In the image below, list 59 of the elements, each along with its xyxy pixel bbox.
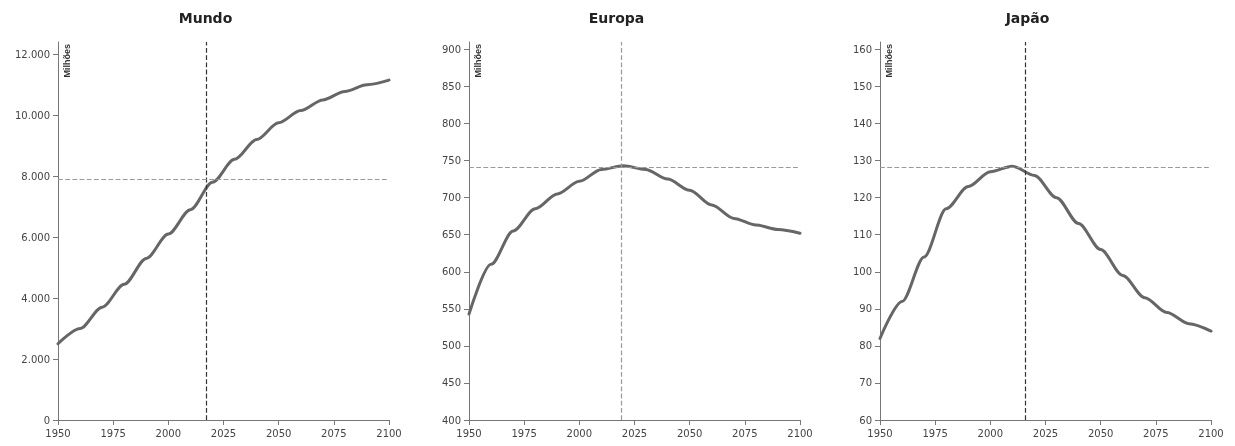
- y-tick-label: 10.000: [15, 109, 50, 121]
- y-tick-label: 130: [852, 155, 872, 167]
- y-tick-label: 6.000: [21, 231, 50, 243]
- y-tick-label: 900: [441, 43, 461, 55]
- x-tick-label: 2000: [977, 427, 1004, 439]
- x-tick-label: 2050: [265, 427, 292, 439]
- y-tick-label: 500: [441, 340, 461, 352]
- x-tick-label: 2050: [676, 427, 703, 439]
- x-tick-label: 2100: [376, 427, 402, 439]
- x-tick-label: 2025: [210, 427, 237, 439]
- y-tick-label: 110: [852, 229, 872, 241]
- y-tick-label: 120: [852, 192, 872, 204]
- chart-title: Japão: [1004, 10, 1050, 26]
- chart-title: Mundo: [178, 10, 233, 26]
- y-tick-label: 550: [441, 303, 461, 315]
- line-series: [56, 78, 391, 346]
- x-tick-label: 2100: [787, 427, 813, 439]
- y-tick-label: 2.000: [21, 353, 50, 365]
- y-tick-label: 650: [441, 229, 461, 241]
- y-tick-label: 450: [441, 377, 461, 389]
- y-tick-label: 800: [441, 118, 461, 130]
- x-tick-label: 1975: [100, 427, 126, 439]
- y-tick-label: 160: [852, 43, 872, 55]
- y-axis-title: Milhões: [883, 43, 894, 78]
- x-tick-label: 1950: [867, 427, 893, 439]
- y-tick-label: 8.000: [21, 170, 50, 182]
- x-tick-label: 1950: [45, 427, 71, 439]
- line-series: [878, 164, 1213, 340]
- y-tick-label: 140: [852, 118, 872, 130]
- y-axis-title: Milhões: [61, 43, 72, 78]
- line-series: [467, 164, 802, 316]
- y-tick-label: 70: [859, 377, 872, 389]
- y-tick-label: 90: [859, 303, 872, 315]
- y-tick-label: 400: [441, 414, 461, 426]
- y-tick-label: 0: [43, 414, 50, 426]
- x-tick-label: 2100: [1198, 427, 1224, 439]
- y-tick-label: 4.000: [21, 292, 50, 304]
- x-tick-label: 2025: [621, 427, 648, 439]
- y-tick-label: 750: [441, 155, 461, 167]
- y-axis-title: Milhões: [472, 43, 483, 78]
- x-tick-label: 2025: [1032, 427, 1059, 439]
- x-tick-label: 2000: [155, 427, 182, 439]
- x-tick-label: 2075: [732, 427, 758, 439]
- x-tick-label: 2050: [1087, 427, 1114, 439]
- y-tick-label: 600: [441, 266, 461, 278]
- y-tick-label: 12.000: [15, 48, 50, 60]
- y-tick-label: 850: [441, 80, 461, 92]
- y-tick-label: 700: [441, 192, 461, 204]
- chart-title: Europa: [588, 10, 645, 26]
- x-tick-label: 2000: [566, 427, 593, 439]
- x-tick-label: 1975: [922, 427, 948, 439]
- y-tick-label: 80: [859, 340, 872, 352]
- x-tick-label: 1950: [456, 427, 482, 439]
- y-tick-label: 150: [852, 80, 872, 92]
- x-tick-label: 2075: [1143, 427, 1169, 439]
- x-tick-label: 2075: [321, 427, 347, 439]
- x-tick-label: 1975: [511, 427, 537, 439]
- y-tick-label: 100: [852, 266, 872, 278]
- y-tick-label: 60: [859, 414, 872, 426]
